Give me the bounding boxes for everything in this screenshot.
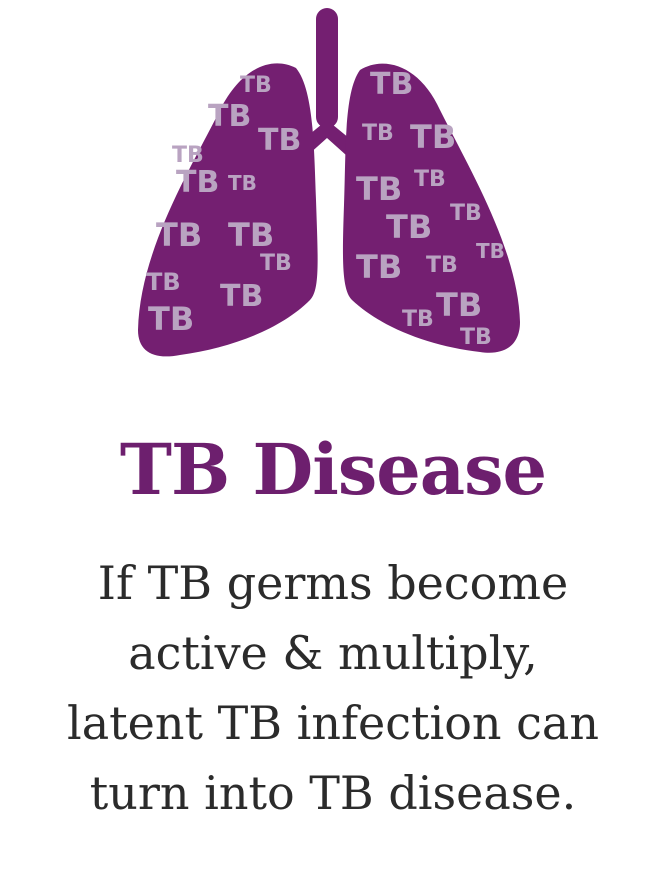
tb-germ-label: TB bbox=[240, 73, 272, 98]
tb-germ-label: TB bbox=[228, 216, 274, 254]
tb-germ-label: TB bbox=[172, 143, 204, 168]
tb-germ-label: TB bbox=[414, 167, 446, 192]
left-lung bbox=[138, 63, 318, 357]
description-text: If TB germs become active & multiply, la… bbox=[0, 548, 666, 828]
description-line: latent TB infection can bbox=[67, 696, 599, 750]
lungs-graphic: TB TB TB TB TB TB TB TB TB TB TB TB TB T… bbox=[120, 0, 540, 370]
tb-germ-label: TB bbox=[148, 300, 194, 338]
tb-germ-label: TB bbox=[176, 165, 219, 200]
tb-germ-label: TB bbox=[146, 268, 181, 296]
page-title: TB Disease bbox=[119, 428, 547, 511]
tb-germ-label: TB bbox=[450, 201, 482, 226]
description-line: turn into TB disease. bbox=[89, 766, 577, 820]
tb-germ-label: TB bbox=[156, 216, 202, 254]
right-lung bbox=[342, 63, 520, 353]
tb-germ-label: TB bbox=[476, 239, 505, 263]
tb-germ-label: TB bbox=[436, 286, 482, 324]
tb-germ-label: TB bbox=[426, 253, 458, 278]
trachea-shape bbox=[316, 8, 338, 128]
lungs-icon: TB TB TB TB TB TB TB TB TB TB TB TB TB T… bbox=[138, 8, 520, 357]
tb-germ-label: TB bbox=[460, 325, 492, 350]
tb-germ-label: TB bbox=[356, 248, 402, 286]
tb-germ-label: TB bbox=[258, 123, 301, 158]
description-line: active & multiply, bbox=[128, 626, 538, 680]
description-line: If TB germs become bbox=[97, 556, 569, 610]
tb-germ-label: TB bbox=[356, 170, 402, 208]
tb-germ-label: TB bbox=[208, 99, 251, 134]
tb-germ-label: TB bbox=[260, 251, 292, 276]
tb-germ-label: TB bbox=[362, 121, 394, 146]
tb-germ-label: TB bbox=[220, 279, 263, 314]
tb-germ-label: TB bbox=[228, 171, 257, 195]
tb-germ-label: TB bbox=[370, 67, 413, 102]
tb-germ-label: TB bbox=[410, 118, 456, 156]
tb-germ-label: TB bbox=[402, 307, 434, 332]
tb-germ-label: TB bbox=[386, 208, 432, 246]
